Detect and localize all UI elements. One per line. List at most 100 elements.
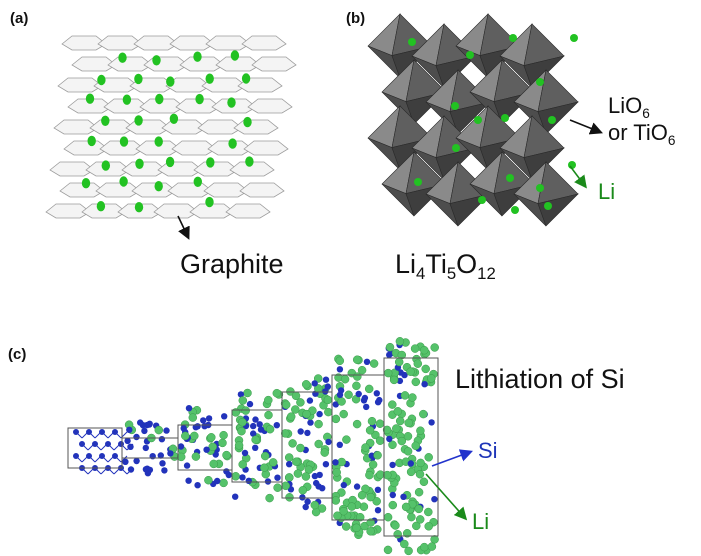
li-atom — [281, 429, 290, 438]
graphite-li-atom — [154, 136, 163, 147]
unit-cell-outline — [383, 357, 439, 537]
graphite-pointer-arrow — [177, 215, 190, 240]
si-atom — [397, 369, 404, 376]
li-atom — [286, 412, 296, 421]
lithiation-stage — [382, 337, 439, 556]
si-atom — [73, 453, 79, 459]
si-atom — [192, 424, 199, 431]
graphite-li-atom — [166, 76, 175, 87]
lithiation-title: Lithiation of Si — [455, 364, 625, 394]
lithiation-stage — [231, 388, 284, 503]
si-atom — [127, 443, 134, 450]
li-atom — [332, 468, 341, 477]
li-atom — [394, 357, 404, 367]
graphite-li-atom — [241, 73, 251, 84]
graphite-li-atom — [96, 201, 106, 212]
li-atom — [296, 443, 305, 453]
li-atom — [301, 380, 311, 389]
li-atom — [411, 441, 420, 451]
si-atom — [313, 479, 320, 487]
li-atom — [424, 453, 433, 462]
li-atom — [416, 426, 425, 435]
li-atom — [373, 451, 382, 460]
li-atom — [413, 359, 423, 368]
li-atom — [393, 407, 403, 416]
lto-li-atom — [414, 178, 422, 186]
li-atom — [357, 365, 367, 375]
graphite-li-atom — [193, 51, 202, 62]
si-atom — [316, 471, 323, 479]
li-atom — [331, 414, 341, 424]
graphite-hexagon — [239, 182, 285, 198]
li-atom — [357, 490, 367, 500]
si-atom — [297, 428, 304, 435]
li-atom — [320, 448, 329, 457]
si-atom — [142, 444, 149, 452]
li-atom — [281, 400, 291, 410]
li-atom — [208, 442, 217, 452]
li-atom — [365, 426, 375, 435]
li-atom — [218, 438, 227, 448]
li-atom — [337, 457, 346, 467]
li-atom — [383, 545, 393, 555]
si-atom — [389, 491, 396, 499]
li-atom — [291, 405, 300, 414]
li-atom — [238, 396, 248, 405]
si-atom — [311, 472, 319, 480]
lto-li-atom — [509, 34, 517, 42]
si-atom — [232, 493, 239, 500]
li-atom — [268, 458, 278, 467]
si-atom — [431, 496, 438, 503]
si-atom — [274, 474, 281, 481]
octahedron-pointer-arrow — [569, 119, 603, 135]
graphite-li-atom — [85, 93, 95, 104]
li-atom — [388, 400, 397, 409]
lithiation-stage — [280, 374, 333, 517]
si-atom — [374, 507, 382, 514]
si-atom — [337, 387, 345, 394]
li-atom — [219, 478, 228, 488]
si-atom — [322, 461, 330, 468]
li-atom — [392, 424, 401, 433]
si-atom — [112, 429, 118, 435]
si-atom — [183, 462, 191, 469]
lto-li-atom — [511, 206, 519, 214]
si-atom — [112, 453, 118, 459]
li-atom — [391, 521, 400, 530]
si-atom — [389, 461, 396, 469]
si-atom — [252, 444, 259, 451]
li-atom — [188, 413, 198, 422]
li-atom — [291, 391, 301, 401]
si-pointer-arrow — [431, 449, 474, 467]
li-atom — [352, 381, 361, 391]
si-atom — [324, 383, 331, 390]
li-atom — [231, 472, 240, 481]
graphite-li-atom — [122, 94, 132, 105]
graphite-li-atom — [193, 176, 202, 187]
lithiation-stage — [331, 354, 385, 540]
lithiation-stage — [121, 419, 179, 477]
graphite-li-atom — [97, 74, 106, 86]
lto-li-pointer-arrow — [569, 165, 587, 189]
li-atom — [406, 367, 415, 376]
li-atom — [154, 425, 164, 435]
si-atom — [374, 486, 382, 493]
li-atom — [314, 419, 323, 429]
li-atom — [388, 500, 398, 510]
graphite-li-atom — [165, 156, 175, 168]
si-atom — [332, 459, 339, 466]
octahedron — [499, 23, 565, 89]
li-atom — [388, 440, 397, 450]
si-atom — [137, 419, 144, 426]
li-atom — [367, 416, 377, 426]
si-atom — [250, 422, 257, 430]
graphite-li-atom — [230, 50, 240, 61]
lto-li-atom — [548, 116, 556, 124]
li-atom — [219, 430, 228, 440]
li-atom — [341, 522, 351, 531]
si-atom — [105, 441, 111, 447]
li-atom — [323, 395, 333, 405]
si-atom — [311, 380, 318, 387]
li-atom — [265, 493, 274, 503]
li-atom — [408, 393, 417, 402]
